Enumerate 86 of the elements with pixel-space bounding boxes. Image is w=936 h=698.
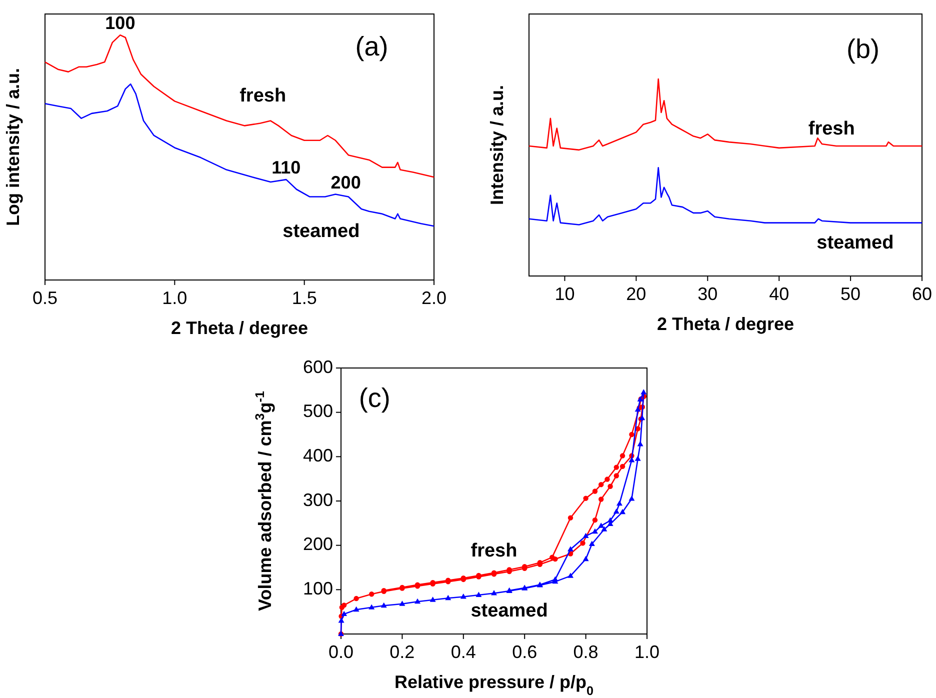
point	[430, 596, 436, 602]
point	[628, 496, 635, 501]
point	[354, 596, 359, 602]
point	[616, 500, 622, 506]
y-tick-label: 600	[302, 356, 333, 377]
point	[637, 441, 644, 446]
annotation: 100	[105, 13, 136, 34]
x-tick-label: 0.0	[328, 642, 354, 662]
x-tick-label: 10	[554, 284, 575, 304]
x-tick-label: 1.0	[162, 288, 188, 308]
point	[582, 556, 589, 562]
point	[614, 473, 619, 478]
point	[620, 453, 626, 458]
point	[598, 496, 604, 502]
x-tick-label: 0.8	[573, 642, 598, 662]
point	[598, 522, 604, 528]
point	[341, 610, 348, 616]
series-label: steamed	[282, 221, 360, 242]
point	[608, 484, 613, 489]
annotation: 200	[330, 172, 361, 192]
point	[620, 508, 626, 514]
series-label: fresh	[240, 85, 286, 106]
point	[550, 554, 555, 560]
point	[568, 515, 574, 520]
point	[338, 618, 344, 623]
point	[634, 456, 641, 461]
x-tick-label: 60	[912, 284, 932, 304]
point	[592, 488, 598, 494]
point	[368, 604, 375, 610]
point	[598, 482, 604, 488]
x-tick-label: 2.0	[421, 288, 447, 308]
y-tick-label: 200	[302, 534, 333, 554]
chart-title: (b)	[846, 34, 880, 64]
chart-title: (a)	[355, 32, 388, 62]
point	[399, 600, 406, 606]
point	[568, 572, 574, 578]
point	[580, 540, 586, 546]
point	[445, 594, 452, 600]
annotation: 110	[272, 158, 301, 178]
point	[628, 457, 635, 462]
x-tick-label: 1.5	[292, 288, 317, 308]
point	[369, 592, 374, 597]
series-label: fresh	[470, 540, 518, 562]
point	[613, 508, 620, 514]
x-tick-label: 1.0	[634, 642, 660, 662]
point	[588, 540, 595, 546]
point	[592, 517, 598, 523]
y-axis-title: Intensity / a.u.	[487, 84, 507, 206]
point	[552, 576, 558, 582]
text: (c)	[358, 383, 390, 414]
y-tick-label: 500	[302, 401, 333, 422]
point	[476, 592, 482, 597]
x-tick-label: 50	[840, 284, 861, 304]
y-tick-label: 300	[302, 490, 333, 510]
point	[640, 389, 647, 394]
point	[353, 606, 360, 612]
y-axis-title: Log intensity / a.u.	[3, 68, 23, 226]
point	[414, 598, 420, 604]
x-axis-title: 2 Theta / degree	[656, 314, 794, 334]
point	[491, 590, 497, 596]
series-label: steamed	[470, 600, 548, 622]
point	[629, 432, 634, 438]
x-tick-label: 0.5	[32, 288, 58, 308]
series-label: fresh	[808, 118, 855, 140]
x-axis-title: Relative pressure / p/p$_{0}$	[394, 672, 594, 698]
x-axis-title: 2 Theta / degree	[170, 318, 308, 338]
y-tick-label: 400	[302, 445, 333, 466]
x-tick-label: 0.2	[390, 642, 415, 662]
x-tick-label: 0.4	[450, 642, 476, 662]
point	[380, 602, 387, 608]
point	[582, 532, 589, 538]
x-tick-label: 20	[626, 284, 646, 304]
x-tick-label: 40	[769, 284, 790, 304]
point	[592, 528, 598, 534]
point	[604, 476, 610, 482]
point	[620, 464, 626, 470]
x-tick-label: 30	[698, 284, 718, 304]
point	[568, 546, 574, 552]
point	[460, 594, 466, 599]
point	[614, 464, 619, 470]
point	[583, 496, 588, 501]
y-tick-label: 100	[302, 578, 333, 598]
point	[601, 526, 608, 532]
series-label: steamed	[816, 232, 894, 254]
point	[607, 517, 614, 523]
x-tick-label: 0.6	[512, 642, 538, 662]
